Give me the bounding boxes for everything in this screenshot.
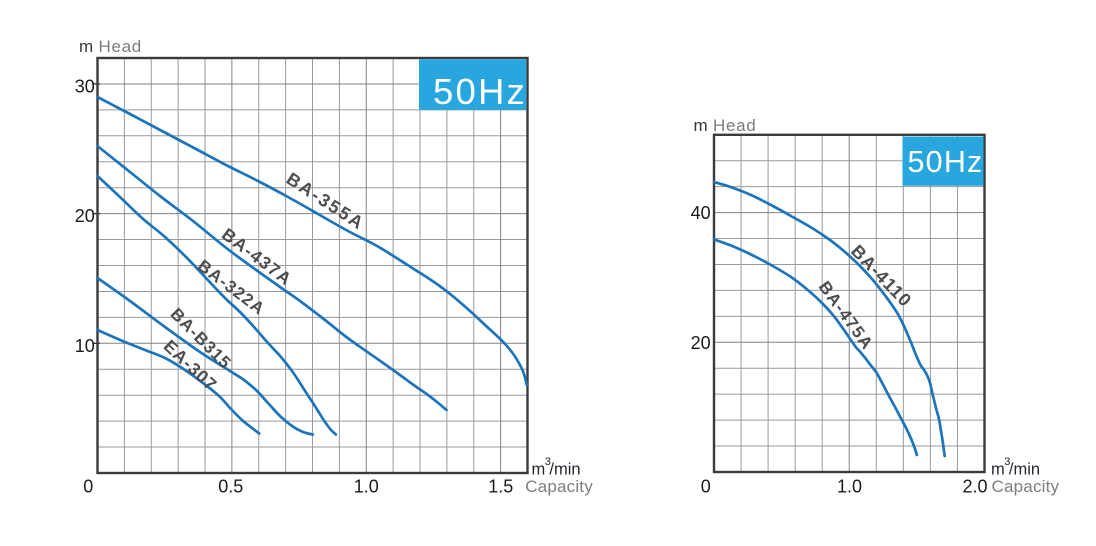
svg-text:30: 30 [75,77,95,97]
svg-text:m3/min: m3/min [991,456,1040,479]
svg-text:m3/min: m3/min [532,456,581,479]
svg-text:1.0: 1.0 [837,477,862,497]
svg-text:20: 20 [75,206,95,226]
svg-text:Capacity: Capacity [525,477,593,496]
svg-text:10: 10 [75,336,95,356]
svg-text:0: 0 [701,477,711,497]
svg-text:50Hz: 50Hz [908,145,984,179]
svg-text:2.0: 2.0 [962,477,987,497]
svg-text:50Hz: 50Hz [433,71,527,112]
svg-text:1.5: 1.5 [488,477,513,497]
svg-text:40: 40 [691,203,711,223]
svg-text:Capacity: Capacity [992,477,1060,496]
svg-text:0: 0 [83,477,93,497]
svg-text:1.0: 1.0 [354,477,379,497]
svg-text:0.5: 0.5 [218,477,243,497]
svg-text:20: 20 [691,333,711,353]
